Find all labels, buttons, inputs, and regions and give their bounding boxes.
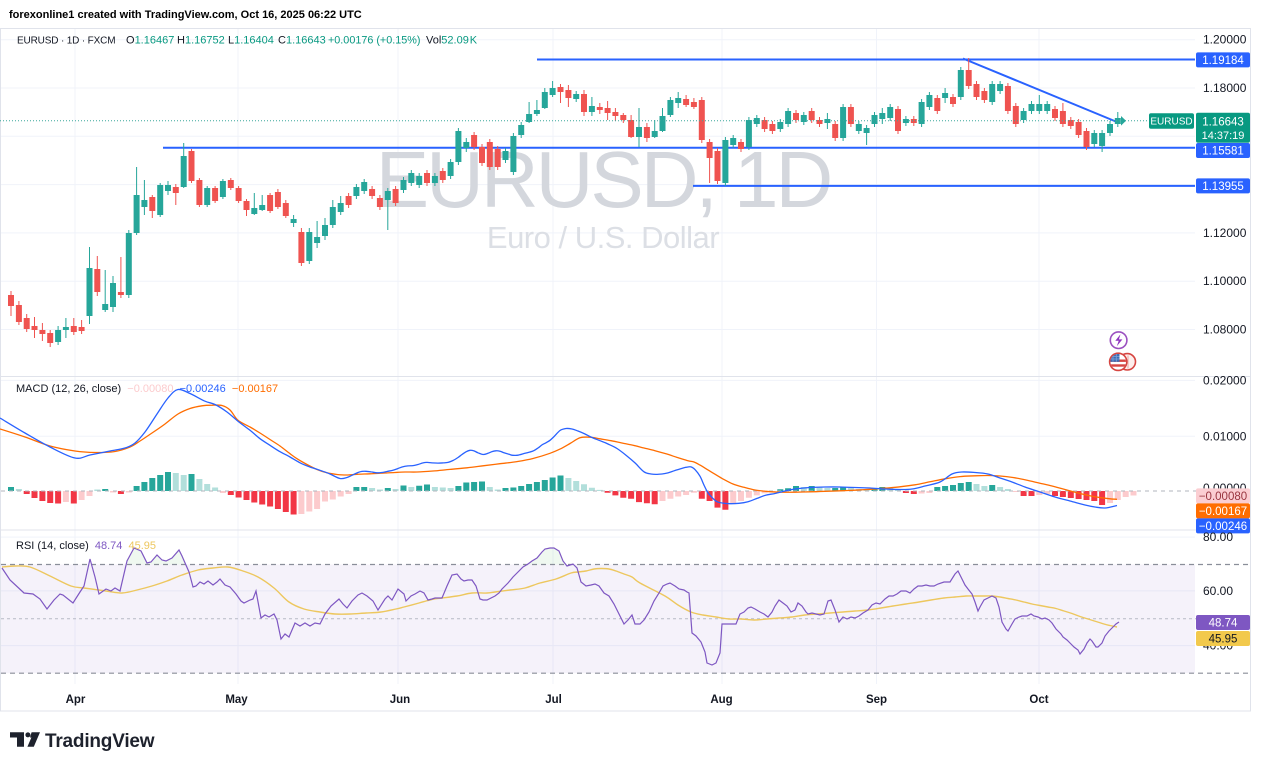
svg-text:−0.00246: −0.00246 (1199, 521, 1247, 533)
svg-text:0.02000: 0.02000 (1203, 374, 1247, 388)
svg-text:Jul: Jul (545, 694, 562, 706)
svg-text:O1.16467: O1.16467 (126, 35, 174, 47)
svg-text:L1.16404: L1.16404 (228, 35, 274, 47)
svg-text:−0.00080: −0.00080 (1199, 491, 1247, 503)
svg-text:1.12000: 1.12000 (1203, 226, 1247, 240)
svg-text:EURUSD: EURUSD (1150, 117, 1192, 128)
svg-text:1.18000: 1.18000 (1203, 81, 1247, 95)
svg-text:45.95: 45.95 (1209, 634, 1238, 646)
svg-text:14:37:19: 14:37:19 (1202, 130, 1245, 142)
svg-text:−0.00167: −0.00167 (1199, 506, 1247, 518)
svg-text:1.19184: 1.19184 (1202, 55, 1244, 67)
svg-text:1.16643: 1.16643 (1202, 116, 1244, 128)
svg-text:1.10000: 1.10000 (1203, 274, 1247, 288)
svg-text:EURUSD, 1D: EURUSD, 1D (376, 135, 831, 224)
svg-text:EURUSD · 1D · FXCM: EURUSD · 1D · FXCM (17, 36, 115, 47)
svg-text:Jun: Jun (390, 694, 410, 706)
svg-text:80.00: 80.00 (1203, 530, 1233, 544)
svg-text:1.13955: 1.13955 (1202, 181, 1244, 193)
svg-text:RSI (14, close) 48.74 45.95: RSI (14, close) 48.74 45.95 (16, 540, 156, 552)
svg-text:Euro / U.S. Dollar: Euro / U.S. Dollar (487, 220, 719, 255)
svg-text:TradingView: TradingView (45, 731, 155, 752)
svg-text:forexonline1 created with Trad: forexonline1 created with TradingView.co… (9, 9, 362, 21)
svg-text:Oct: Oct (1029, 694, 1048, 706)
svg-text:May: May (225, 694, 248, 706)
svg-text:Sep: Sep (866, 694, 887, 706)
svg-text:0.01000: 0.01000 (1203, 429, 1247, 443)
svg-text:60.00: 60.00 (1203, 584, 1233, 598)
svg-text:Apr: Apr (66, 694, 86, 706)
svg-text:1.08000: 1.08000 (1203, 323, 1247, 337)
svg-text:C1.16643: C1.16643 (278, 35, 326, 47)
svg-text:MACD (12, 26, close) −0.00080: MACD (12, 26, close) −0.00080 −0.00246 −… (16, 383, 278, 395)
svg-text:48.74: 48.74 (1209, 618, 1238, 630)
svg-text:H1.16752: H1.16752 (177, 35, 225, 47)
svg-text:Vol52.09 K: Vol52.09 K (426, 35, 478, 47)
svg-text:1.15581: 1.15581 (1202, 146, 1244, 158)
svg-text:1.20000: 1.20000 (1203, 33, 1247, 47)
svg-text:Aug: Aug (710, 694, 732, 706)
svg-text:+0.00176 (+0.15%): +0.00176 (+0.15%) (328, 35, 420, 47)
